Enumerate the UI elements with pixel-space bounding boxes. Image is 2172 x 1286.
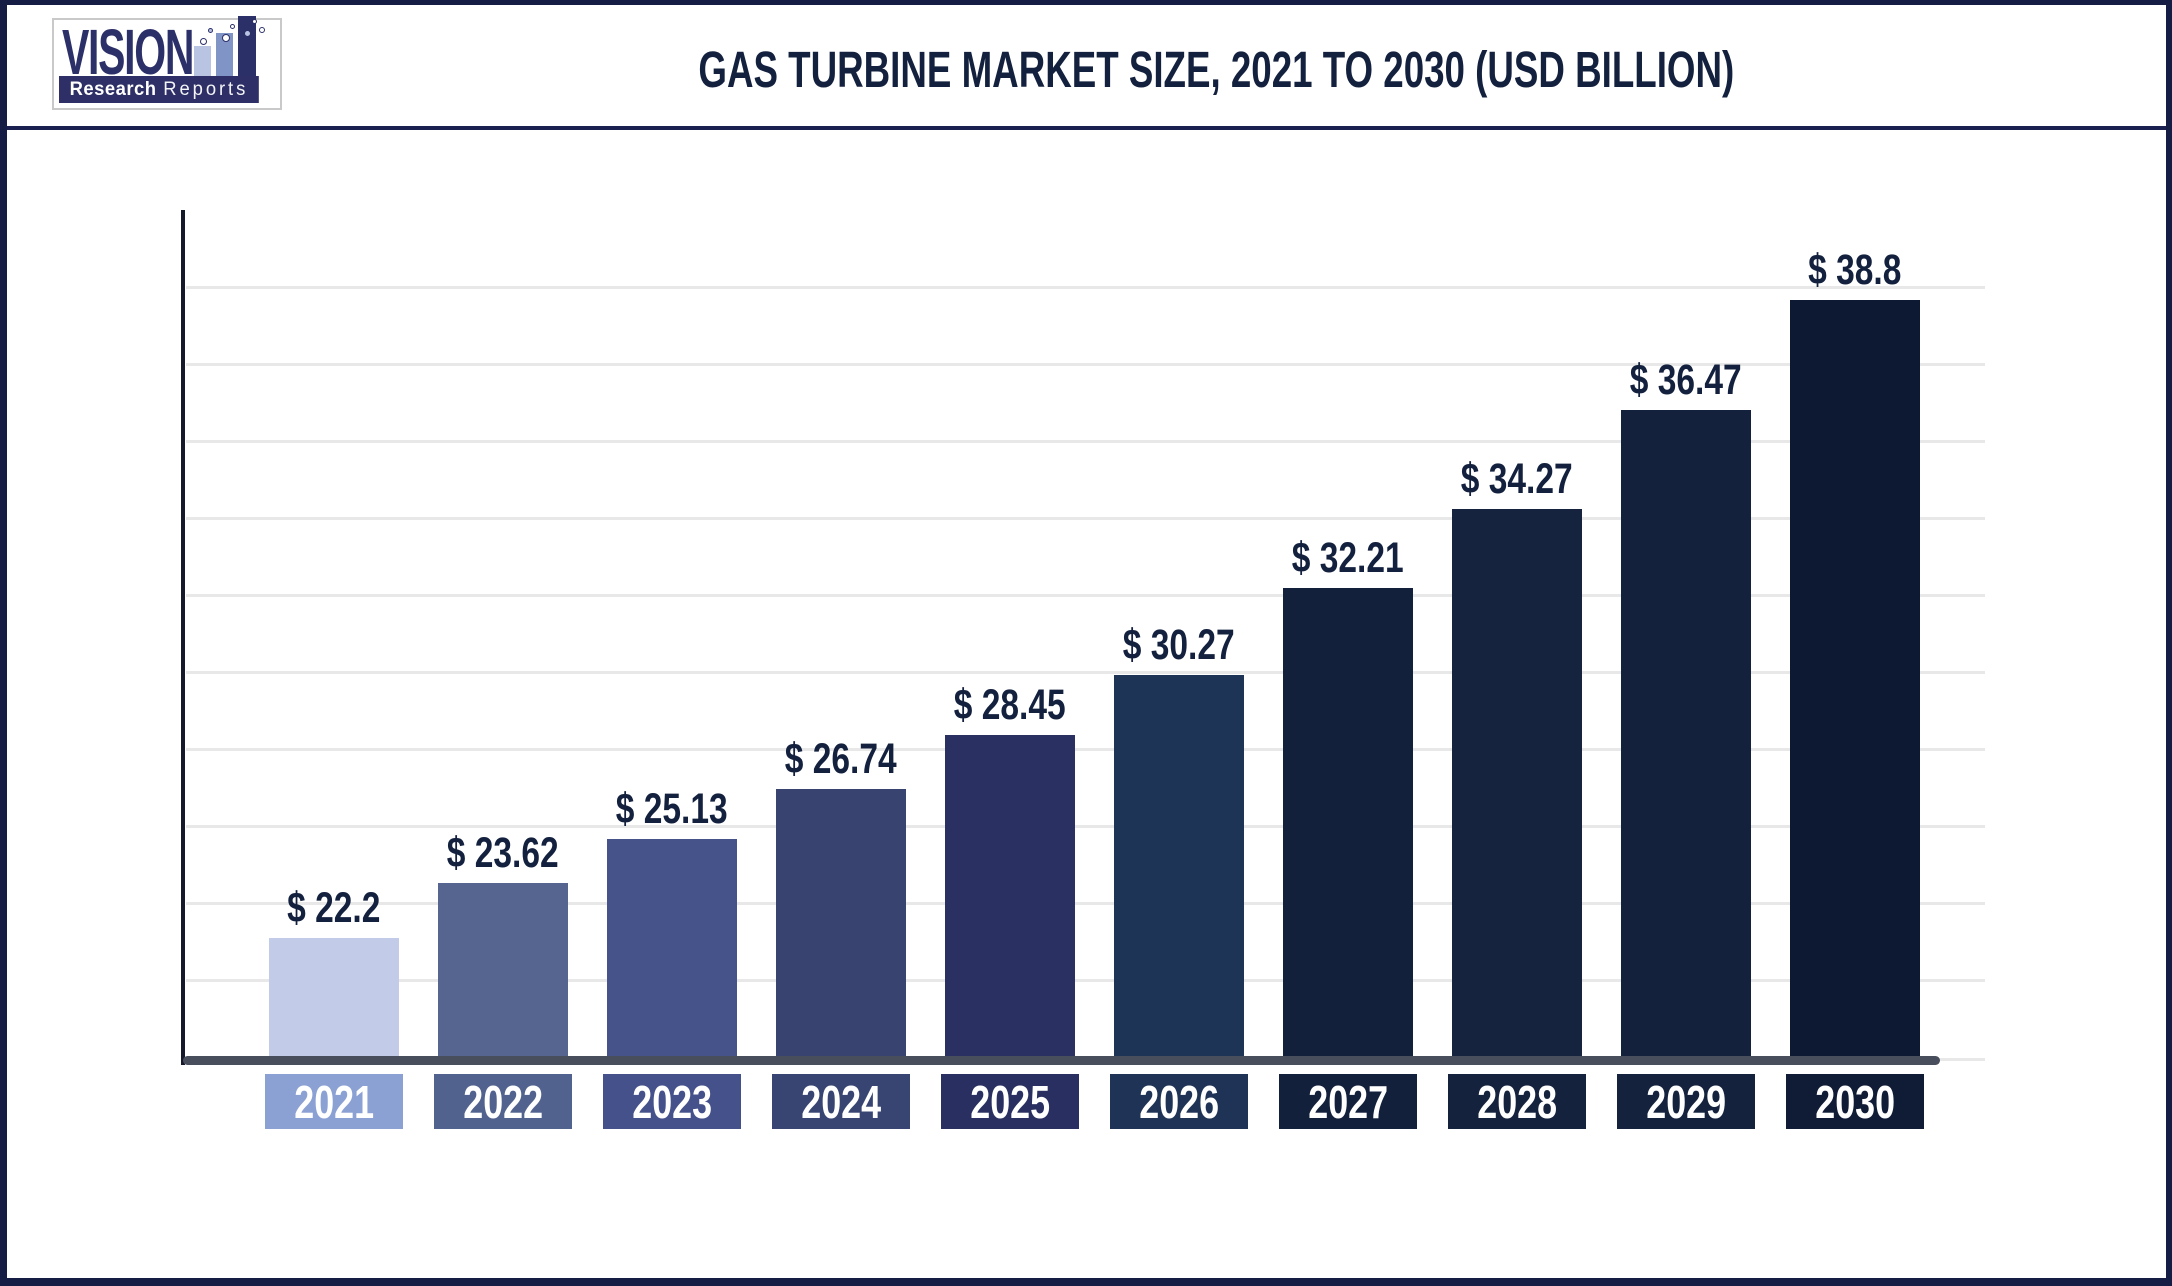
x-axis-line (183, 1056, 1940, 1065)
logo-brand-text: VISION (62, 16, 194, 88)
year-tick-2027: 2027 (1279, 1074, 1417, 1129)
value-label-2029: $ 36.47 (1630, 356, 1742, 404)
logo: VISION Research Reports (52, 16, 282, 110)
value-label-2023: $ 25.13 (616, 785, 728, 833)
value-label-2027: $ 32.21 (1292, 534, 1404, 582)
value-label-2026: $ 30.27 (1123, 621, 1235, 669)
bar-2030 (1790, 300, 1920, 1056)
year-tick-2022: 2022 (434, 1074, 572, 1129)
page-title: GAS TURBINE MARKET SIZE, 2021 TO 2030 (U… (698, 41, 1734, 98)
gridline (186, 979, 1985, 982)
gridline (186, 902, 1985, 905)
value-label-2021: $ 22.2 (287, 884, 381, 932)
year-tick-2023: 2023 (603, 1074, 741, 1129)
logo-banner: Research Reports (59, 76, 259, 103)
value-label-2028: $ 34.27 (1461, 455, 1573, 503)
logo-bar-icon (194, 46, 211, 76)
gridline (186, 363, 1985, 366)
gridline (186, 440, 1985, 443)
logo-tagline-bold: Research (69, 78, 157, 100)
logo-bubble-icon (200, 38, 207, 45)
gridline (186, 594, 1985, 597)
year-tick-2026: 2026 (1110, 1074, 1248, 1129)
gridline (186, 517, 1985, 520)
year-tick-2024: 2024 (772, 1074, 910, 1129)
value-label-2030: $ 38.8 (1808, 246, 1902, 294)
bar-2026 (1114, 675, 1244, 1056)
bar-2029 (1621, 410, 1751, 1056)
logo-tagline-light: Reports (163, 78, 249, 100)
logo-bar-icon (238, 16, 256, 76)
header-divider (0, 126, 2172, 130)
logo-bubble-icon (230, 24, 235, 29)
gridline (186, 286, 1985, 289)
logo-bubble-icon (208, 28, 213, 33)
year-tick-2030: 2030 (1786, 1074, 1924, 1129)
gridline (186, 748, 1985, 751)
year-tick-2025: 2025 (941, 1074, 1079, 1129)
value-label-2024: $ 26.74 (785, 735, 897, 783)
logo-bar-icon (216, 33, 233, 76)
bar-2023 (607, 839, 737, 1056)
gridline (186, 825, 1985, 828)
year-tick-2028: 2028 (1448, 1074, 1586, 1129)
gridline (186, 671, 1985, 674)
logo-bubble-icon (222, 34, 230, 42)
logo-bubble-icon (259, 27, 265, 33)
year-tick-2029: 2029 (1617, 1074, 1755, 1129)
logo-bubble-icon (244, 30, 251, 37)
logo-bubble-icon (252, 19, 257, 24)
bar-2027 (1283, 588, 1413, 1056)
bar-2025 (945, 735, 1075, 1056)
y-axis-line (181, 210, 185, 1065)
bar-2022 (438, 883, 568, 1056)
value-label-2022: $ 23.62 (447, 829, 559, 877)
year-tick-2021: 2021 (265, 1074, 403, 1129)
value-label-2025: $ 28.45 (954, 681, 1066, 729)
bar-2024 (776, 789, 906, 1056)
bar-2021 (269, 938, 399, 1056)
bar-2028 (1452, 509, 1582, 1056)
